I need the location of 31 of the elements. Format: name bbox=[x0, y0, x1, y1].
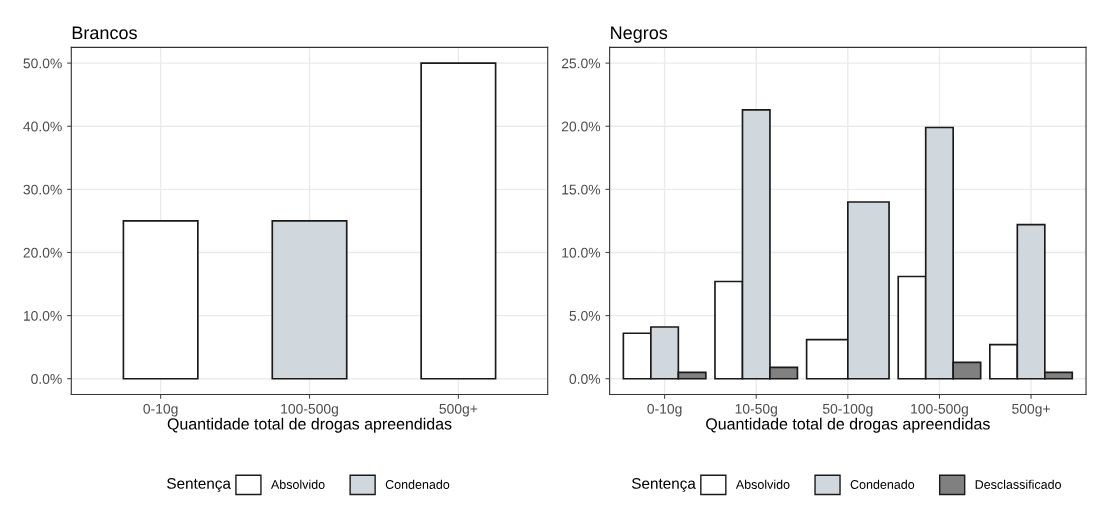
legend-label: Absolvido bbox=[270, 479, 325, 489]
legend-label: Condenado bbox=[850, 479, 915, 489]
y-tick-label: 5.0% bbox=[569, 310, 601, 321]
x-tick-label: 10-50g bbox=[735, 403, 777, 417]
x-tick-label: 100-500g bbox=[281, 403, 338, 417]
y-tick-label: 50.0% bbox=[23, 58, 62, 69]
legend-label: Desclassificado bbox=[975, 479, 1061, 489]
x-tick-label: 0-10g bbox=[647, 403, 682, 417]
y-tick-label: 30.0% bbox=[23, 184, 62, 195]
y-tick-label: 25.0% bbox=[561, 58, 601, 69]
x-tick-label: 100-500g bbox=[911, 403, 968, 417]
y-tick-label: 10.0% bbox=[23, 310, 62, 321]
x-tick-label: 500g+ bbox=[1012, 403, 1050, 417]
x-axis-title: Quantidade total de drogas apreendidas bbox=[167, 417, 452, 433]
x-tick-label: 500g+ bbox=[439, 403, 478, 417]
x-tick-label: 50-100g bbox=[822, 403, 873, 417]
legend-label: Condenado bbox=[385, 479, 450, 489]
legend-title: Sentença bbox=[167, 478, 231, 492]
legend-title: Sentença bbox=[631, 478, 696, 492]
y-tick-label: 0.0% bbox=[31, 374, 62, 384]
x-tick-label: 0-10g bbox=[143, 403, 178, 417]
y-tick-label: 0.0% bbox=[569, 374, 601, 384]
x-axis-title: Quantidade total de drogas apreendidas bbox=[706, 417, 990, 433]
y-tick-label: 15.0% bbox=[562, 184, 601, 195]
y-tick-label: 20.0% bbox=[23, 247, 62, 258]
y-tick-label: 40.0% bbox=[23, 121, 62, 132]
chart-title: Negros bbox=[611, 26, 668, 43]
y-tick-label: 20.0% bbox=[561, 121, 601, 132]
legend-label: Absolvido bbox=[735, 479, 790, 489]
y-tick-label: 10.0% bbox=[562, 247, 601, 258]
chart-title: Brancos bbox=[72, 26, 137, 40]
